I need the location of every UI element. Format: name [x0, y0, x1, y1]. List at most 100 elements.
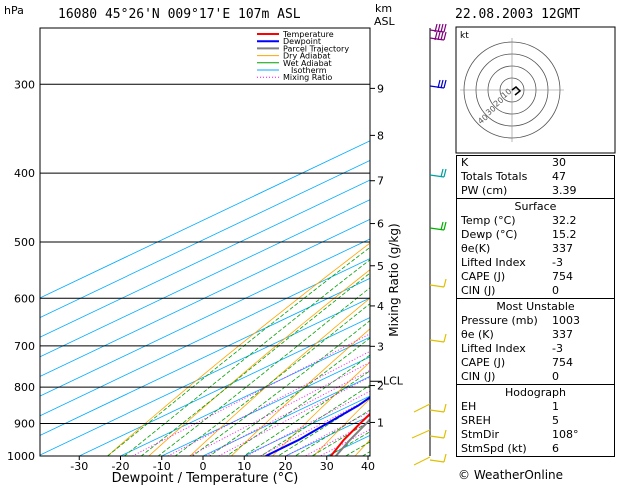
- isotherm-line: [40, 140, 370, 299]
- isotherm-line: [202, 376, 370, 456]
- stmdir-row: StmDir 108°: [461, 428, 579, 441]
- plot-profiles: 1 2 3 4 5 8 10 15 20 25: [265, 396, 370, 456]
- isotherm-line: [119, 336, 370, 456]
- wind-barb: [429, 278, 447, 288]
- surface-theta-row: θe(K) 337: [461, 242, 573, 255]
- dewpoint-line: [265, 396, 370, 456]
- surface-cin-row: CIN (J) 0: [461, 284, 559, 297]
- surface-cape-row: CAPE (J) 754: [461, 270, 573, 283]
- dry-adiabat-line: [148, 269, 370, 456]
- wind-barb: [411, 429, 431, 439]
- km-tick-label: 2: [377, 380, 384, 393]
- indices-panel: K 30 Totals Totals 47 PW (cm) 3.39 Surface …: [456, 155, 615, 457]
- surface-dewp-row: Dewp (°C) 15.2: [461, 228, 577, 241]
- km-label: km: [375, 2, 392, 15]
- datetime: 22.08.2003 12GMT: [455, 7, 580, 22]
- wet-adiabat-line: [277, 397, 370, 456]
- stmspd-row: StmSpd (kt) 6: [461, 442, 559, 455]
- pressure-tick-label: 500: [14, 236, 35, 249]
- surface-temp-row: Temp (°C) 32.2: [461, 214, 577, 227]
- hodograph-unit: kt: [460, 31, 469, 41]
- legend-entry: Mixing Ratio: [283, 73, 332, 82]
- unstable-theta-row: θe (K) 337: [461, 328, 573, 341]
- isotherm-line: [78, 317, 370, 456]
- wind-barb: [429, 23, 447, 33]
- wind-barb: [429, 403, 447, 413]
- unstable-box: Most Unstable Pressure (mb) 1003 θe (K) 33…: [456, 298, 615, 384]
- x-tick-label: 20: [279, 460, 293, 473]
- tt-row: Totals Totals 47: [461, 170, 566, 183]
- dry-adiabat-line: [106, 242, 370, 456]
- hodograph-indices-title: Hodograph: [505, 386, 566, 399]
- mixing-ratio-title: Mixing Ratio (g/kg): [387, 223, 401, 336]
- isotherm-line: [40, 258, 370, 417]
- x-tick-label: 10: [237, 460, 251, 473]
- x-tick-label: 0: [200, 460, 207, 473]
- wet-adiabat-line: [123, 259, 370, 456]
- isotherm-line: [40, 297, 370, 456]
- pressure-tick-label: 1000: [7, 450, 35, 463]
- wet-adiabat-line: [157, 287, 370, 456]
- isotherm-line: [40, 238, 370, 397]
- isotherm-line: [160, 356, 370, 456]
- station-info: 16080 45°26'N 009°17'E 107m ASL: [58, 7, 301, 22]
- legend-entry: Dewpoint: [283, 37, 321, 46]
- k-row: K 30: [461, 156, 566, 169]
- pressure-tick-label: 800: [14, 381, 35, 394]
- wet-adiabat-line: [225, 354, 370, 456]
- legend-entry: Parcel Trajectory: [283, 44, 349, 53]
- unstable-title: Most Unstable: [496, 300, 575, 313]
- dry-adiabat-line: [230, 328, 370, 456]
- eh-row: EH 1: [461, 400, 559, 413]
- surface-title: Surface: [514, 200, 557, 213]
- pressure-tick-label: 600: [14, 292, 35, 305]
- x-tick-label: -20: [112, 460, 130, 473]
- wind-barb: [429, 79, 447, 89]
- wind-barb: [429, 453, 447, 463]
- indices-box: K 30 Totals Totals 47 PW (cm) 3.39: [456, 155, 615, 198]
- unstable-cape-row: CAPE (J) 754: [461, 356, 573, 369]
- km-tick-label: 3: [377, 340, 384, 353]
- pressure-tick-label: 900: [14, 417, 35, 430]
- plot-grid: [40, 83, 370, 456]
- dry-adiabat-line: [271, 361, 370, 456]
- km-tick-label: 6: [377, 218, 384, 231]
- unstable-pres-row: Pressure (mb) 1003: [461, 314, 580, 327]
- isotherm-line: [40, 218, 370, 377]
- x-tick-label: -30: [70, 460, 88, 473]
- isotherm-line: [40, 159, 370, 318]
- wind-barb: [413, 456, 431, 466]
- x-axis-title: Dewpoint / Temperature (°C): [112, 471, 299, 486]
- km-tick-label: 7: [377, 175, 384, 188]
- x-tick-label: 30: [320, 460, 334, 473]
- unstable-li-row: Lifted Index -3: [461, 342, 563, 355]
- wet-adiabat-line: [294, 409, 370, 456]
- wind-barb: [429, 168, 447, 178]
- lcl-label: LCL: [383, 374, 404, 387]
- isotherm-line: [40, 277, 370, 436]
- pressure-tick-label: 300: [14, 78, 35, 91]
- legend-entry: Dry Adiabat: [283, 52, 330, 61]
- plot-frame: [39, 27, 371, 457]
- dry-adiabat-line: [189, 297, 370, 456]
- wind-barb: [429, 429, 447, 439]
- surface-li-row: Lifted Index -3: [461, 256, 563, 269]
- x-tick-label: 40: [361, 460, 375, 473]
- wind-barb: [429, 333, 447, 343]
- hodograph-trace: [511, 86, 522, 96]
- legend-entry: Isotherm: [291, 66, 327, 75]
- isotherm-line: [40, 199, 370, 358]
- wind-barbs: [411, 23, 447, 466]
- legend-entry: Temperature: [282, 30, 334, 39]
- wet-adiabat-line: [106, 246, 370, 456]
- units-label: hPa: [4, 4, 24, 17]
- sreh-row: SREH 5: [461, 414, 559, 427]
- wet-adiabat-line: [260, 384, 370, 456]
- mixing-ratio-line: [188, 361, 370, 456]
- unstable-cin-row: CIN (J) 0: [461, 370, 559, 383]
- pw-row: PW (cm) 3.39: [461, 184, 577, 197]
- wet-adiabat-line: [208, 337, 370, 456]
